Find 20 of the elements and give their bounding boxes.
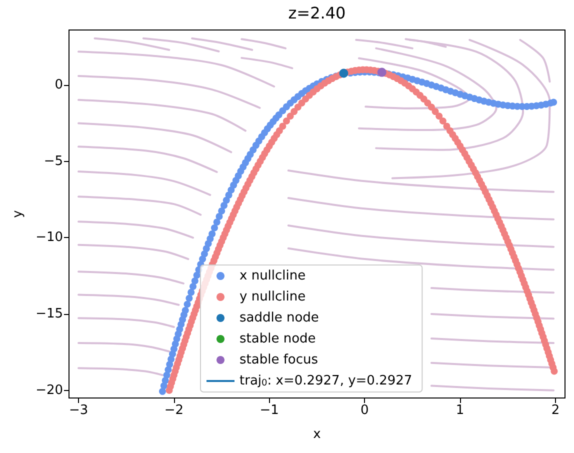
x-tick-label: 2 bbox=[551, 403, 560, 418]
legend-label: x nullcline bbox=[240, 268, 306, 284]
legend-label: traj0: x=0.2927, y=0.2927 bbox=[240, 374, 412, 388]
x-axis-title: x bbox=[313, 427, 322, 442]
x-tick-label: 1 bbox=[456, 403, 464, 418]
y-tick-label: 0 bbox=[54, 77, 63, 92]
legend-label: saddle node bbox=[240, 310, 319, 326]
x-tick-label: −3 bbox=[68, 403, 88, 418]
x-tick-label: −2 bbox=[164, 403, 184, 418]
y-tick-label: −15 bbox=[36, 306, 63, 322]
legend-label: stable node bbox=[240, 332, 316, 346]
x-tick-label: 0 bbox=[360, 403, 369, 418]
y-axis-title: y bbox=[10, 210, 26, 218]
y-tick-label: −20 bbox=[36, 382, 63, 398]
y-tick-label: −10 bbox=[36, 230, 63, 246]
x-tick-label: −1 bbox=[260, 403, 279, 418]
y-tick-label: −5 bbox=[44, 154, 63, 169]
chart-title: z=2.40 bbox=[288, 4, 346, 22]
legend-label: y nullcline bbox=[240, 290, 306, 304]
legend-label: stable focus bbox=[240, 352, 318, 368]
